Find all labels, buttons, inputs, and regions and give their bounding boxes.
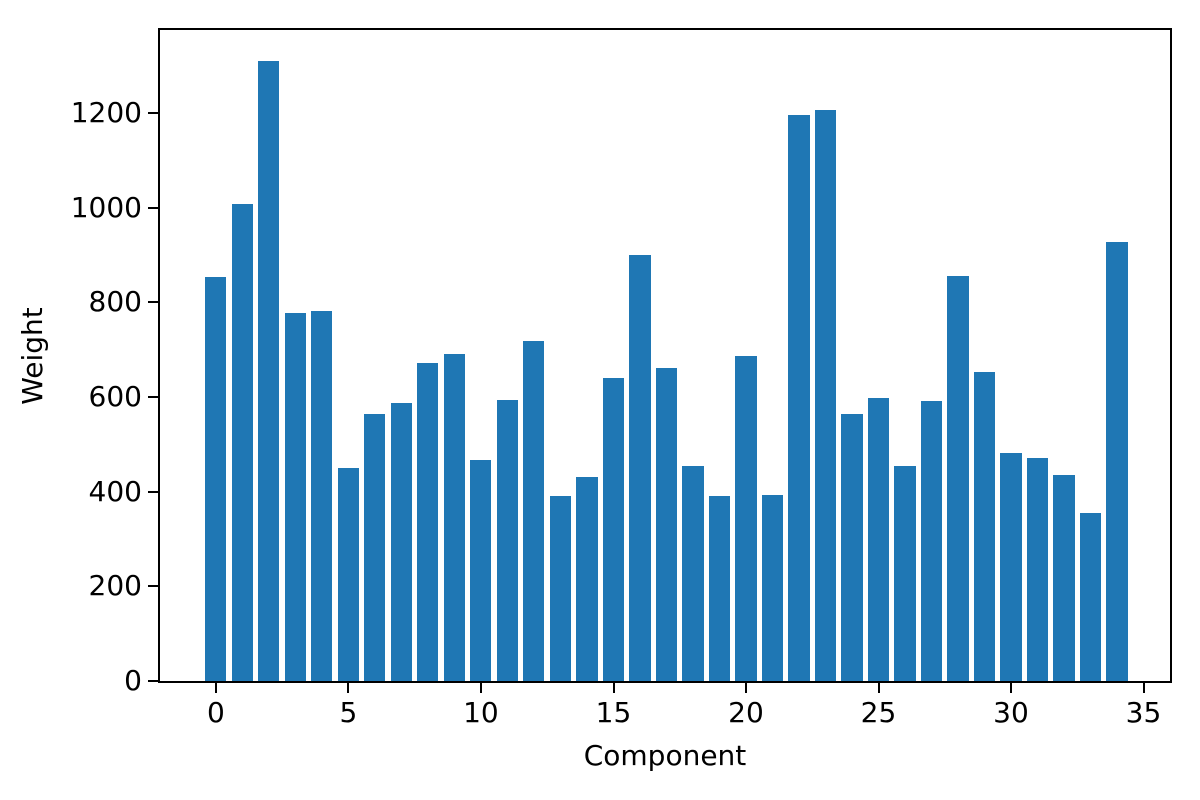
- bar: [496, 399, 518, 681]
- bar: [894, 465, 916, 681]
- bar: [1079, 512, 1102, 681]
- bar: [205, 277, 227, 681]
- bar: [337, 468, 359, 681]
- bar: [947, 275, 969, 681]
- x-tick-label: 25: [860, 696, 897, 729]
- x-axis-label: Component: [583, 739, 747, 772]
- bar: [814, 109, 837, 681]
- bar: [390, 402, 412, 681]
- bar: [1026, 458, 1049, 681]
- bar: [284, 313, 306, 681]
- y-tick: [148, 585, 158, 588]
- y-tick: [148, 490, 158, 493]
- bar: [523, 340, 545, 681]
- bar: [1053, 475, 1075, 681]
- x-tick-label: 5: [339, 696, 358, 729]
- x-tick-label: 30: [993, 696, 1029, 729]
- y-tick: [148, 680, 158, 682]
- bar: [470, 459, 492, 681]
- x-tick-label: 20: [728, 696, 764, 729]
- x-tick: [612, 683, 615, 693]
- bar: [1000, 453, 1022, 681]
- bar: [735, 356, 757, 681]
- bar: [417, 363, 439, 681]
- y-tick-label: 800: [88, 285, 142, 319]
- bar: [364, 413, 386, 681]
- x-tick-label: 0: [206, 696, 225, 729]
- bar: [1106, 241, 1128, 681]
- y-tick-label: 600: [88, 379, 142, 413]
- bar: [602, 378, 625, 681]
- bar: [443, 353, 465, 681]
- x-tick: [1010, 683, 1012, 693]
- bar: [549, 495, 571, 681]
- bar: [708, 495, 731, 681]
- bar: [788, 114, 810, 681]
- x-tick-label: 15: [595, 696, 632, 729]
- bar: [629, 254, 651, 681]
- bar: [258, 60, 280, 681]
- bar: [761, 494, 784, 681]
- y-tick: [148, 206, 158, 209]
- bar: [973, 371, 996, 681]
- bar: [311, 310, 333, 681]
- y-tick: [148, 395, 158, 398]
- y-tick-label: 1200: [70, 95, 142, 129]
- x-tick: [877, 683, 880, 693]
- bar: [576, 476, 598, 681]
- bar: [841, 413, 863, 681]
- x-tick: [745, 683, 747, 693]
- bar: [682, 465, 704, 681]
- y-tick-label: 200: [88, 569, 142, 603]
- x-tick: [1142, 683, 1145, 693]
- x-tick: [347, 683, 350, 693]
- x-tick: [214, 683, 217, 693]
- y-tick-label: 1000: [70, 190, 142, 224]
- y-tick-label: 0: [124, 664, 142, 697]
- y-tick: [148, 111, 158, 114]
- x-tick-label: 35: [1125, 696, 1162, 729]
- bar: [920, 400, 943, 681]
- x-tick: [479, 683, 482, 693]
- y-tick-label: 400: [88, 474, 142, 508]
- x-tick-label: 10: [463, 696, 499, 729]
- y-tick: [148, 301, 158, 304]
- bar: [655, 368, 678, 681]
- bar: [231, 203, 253, 681]
- bar: [867, 398, 890, 681]
